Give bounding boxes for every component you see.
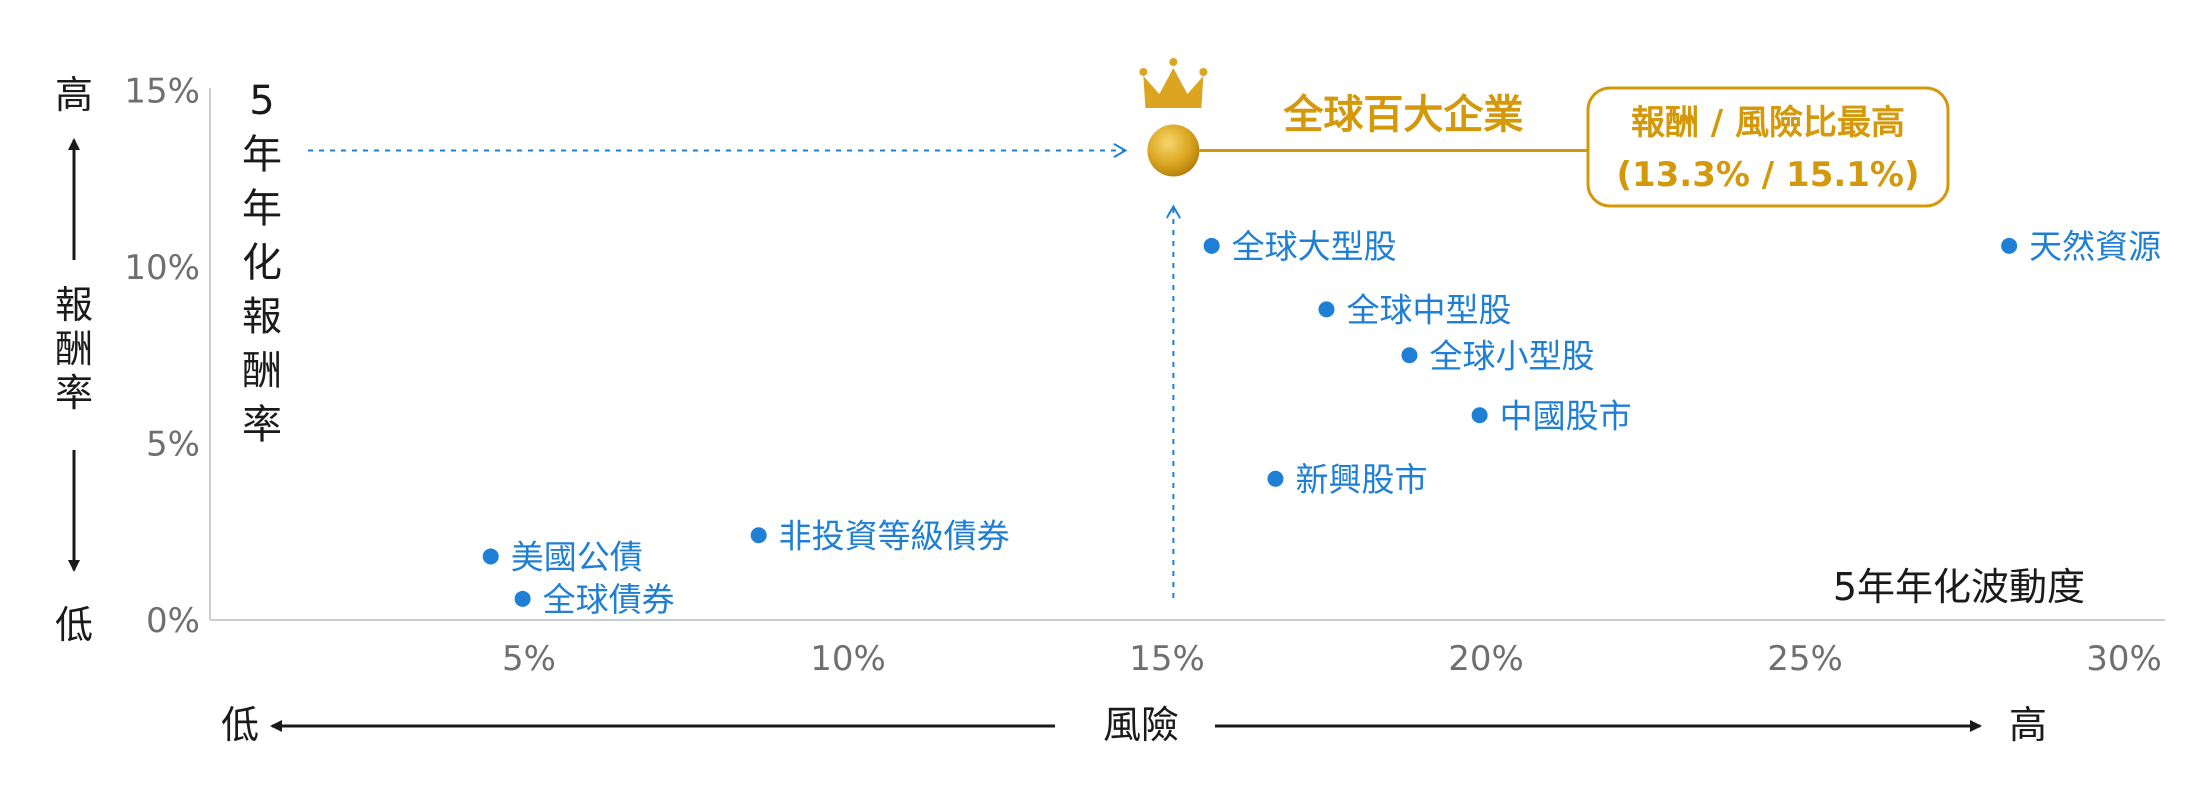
data-point xyxy=(1318,301,1335,318)
y-tick-label: 10% xyxy=(124,248,200,288)
y-axis-title-char: 率 xyxy=(242,402,282,448)
data-point-label: 全球債券 xyxy=(543,580,675,619)
x-tick-label: 25% xyxy=(1767,639,1843,679)
highlight-note-line1: 報酬 / 風險比最高 xyxy=(1631,103,1905,143)
x-tick-labels: 5% 10% 15% 20% 25% 30% xyxy=(502,639,2162,679)
y-high-label: 高 xyxy=(55,73,93,117)
data-point xyxy=(1203,237,1220,254)
data-point-label: 天然資源 xyxy=(2029,227,2161,266)
data-point-label: 全球中型股 xyxy=(1347,290,1512,329)
y-low-label: 低 xyxy=(55,603,93,647)
y-middle-label-char: 率 xyxy=(55,371,93,415)
data-point-label: 全球大型股 xyxy=(1232,227,1397,266)
x-tick-label: 15% xyxy=(1129,639,1205,679)
data-point-label: 美國公債 xyxy=(511,537,643,576)
crown-jewel xyxy=(1139,68,1148,76)
data-point xyxy=(750,527,767,544)
highlight-note-line2: (13.3% / 15.1%) xyxy=(1616,155,1919,195)
data-point xyxy=(1471,407,1488,424)
data-point xyxy=(2001,237,2018,254)
x-tick-label: 30% xyxy=(2086,639,2162,679)
y-tick-labels: 0% 5% 10% 15% xyxy=(124,72,200,642)
data-point-label: 全球小型股 xyxy=(1429,336,1594,375)
highlight-label: 全球百大企業 xyxy=(1282,92,1523,138)
x-tick-label: 5% xyxy=(502,639,556,679)
y-tick-label: 15% xyxy=(124,72,200,112)
data-point xyxy=(1401,347,1418,364)
crown-jewel xyxy=(1199,68,1208,76)
data-point-label: 非投資等級債券 xyxy=(779,516,1010,555)
crown-icon xyxy=(1139,58,1208,108)
y-tick-label: 0% xyxy=(146,601,200,641)
data-point xyxy=(1267,470,1284,487)
crown-jewel xyxy=(1169,58,1178,66)
y-tick-label: 5% xyxy=(146,425,200,465)
x-axis-title: 5年年化波動度 xyxy=(1833,565,2085,609)
x-middle-label: 風險 xyxy=(1103,703,1179,747)
y-axis-title-char: 年 xyxy=(242,132,282,178)
y-middle-label-char: 酬 xyxy=(55,327,93,371)
data-point-label: 新興股市 xyxy=(1295,460,1427,499)
x-high-label: 高 xyxy=(2009,703,2047,747)
y-axis-title-char: 酬 xyxy=(242,348,282,394)
x-low-label: 低 xyxy=(221,703,259,747)
y-axis-title-char: 5 xyxy=(249,78,274,124)
crown-body xyxy=(1143,68,1204,108)
data-point-label: 中國股市 xyxy=(1500,396,1632,435)
y-axis-title-char: 化 xyxy=(242,240,282,286)
y-middle-label: 報酬率 xyxy=(55,283,93,415)
x-tick-label: 20% xyxy=(1448,639,1524,679)
data-point xyxy=(514,590,531,607)
x-tick-label: 10% xyxy=(810,639,886,679)
data-point xyxy=(482,548,499,565)
y-axis-title-char: 年 xyxy=(242,186,282,232)
y-middle-label-char: 報 xyxy=(55,283,93,327)
highlight-point xyxy=(1147,124,1200,177)
highlight-note-box xyxy=(1586,86,1950,208)
y-axis-title-char: 報 xyxy=(242,294,282,340)
